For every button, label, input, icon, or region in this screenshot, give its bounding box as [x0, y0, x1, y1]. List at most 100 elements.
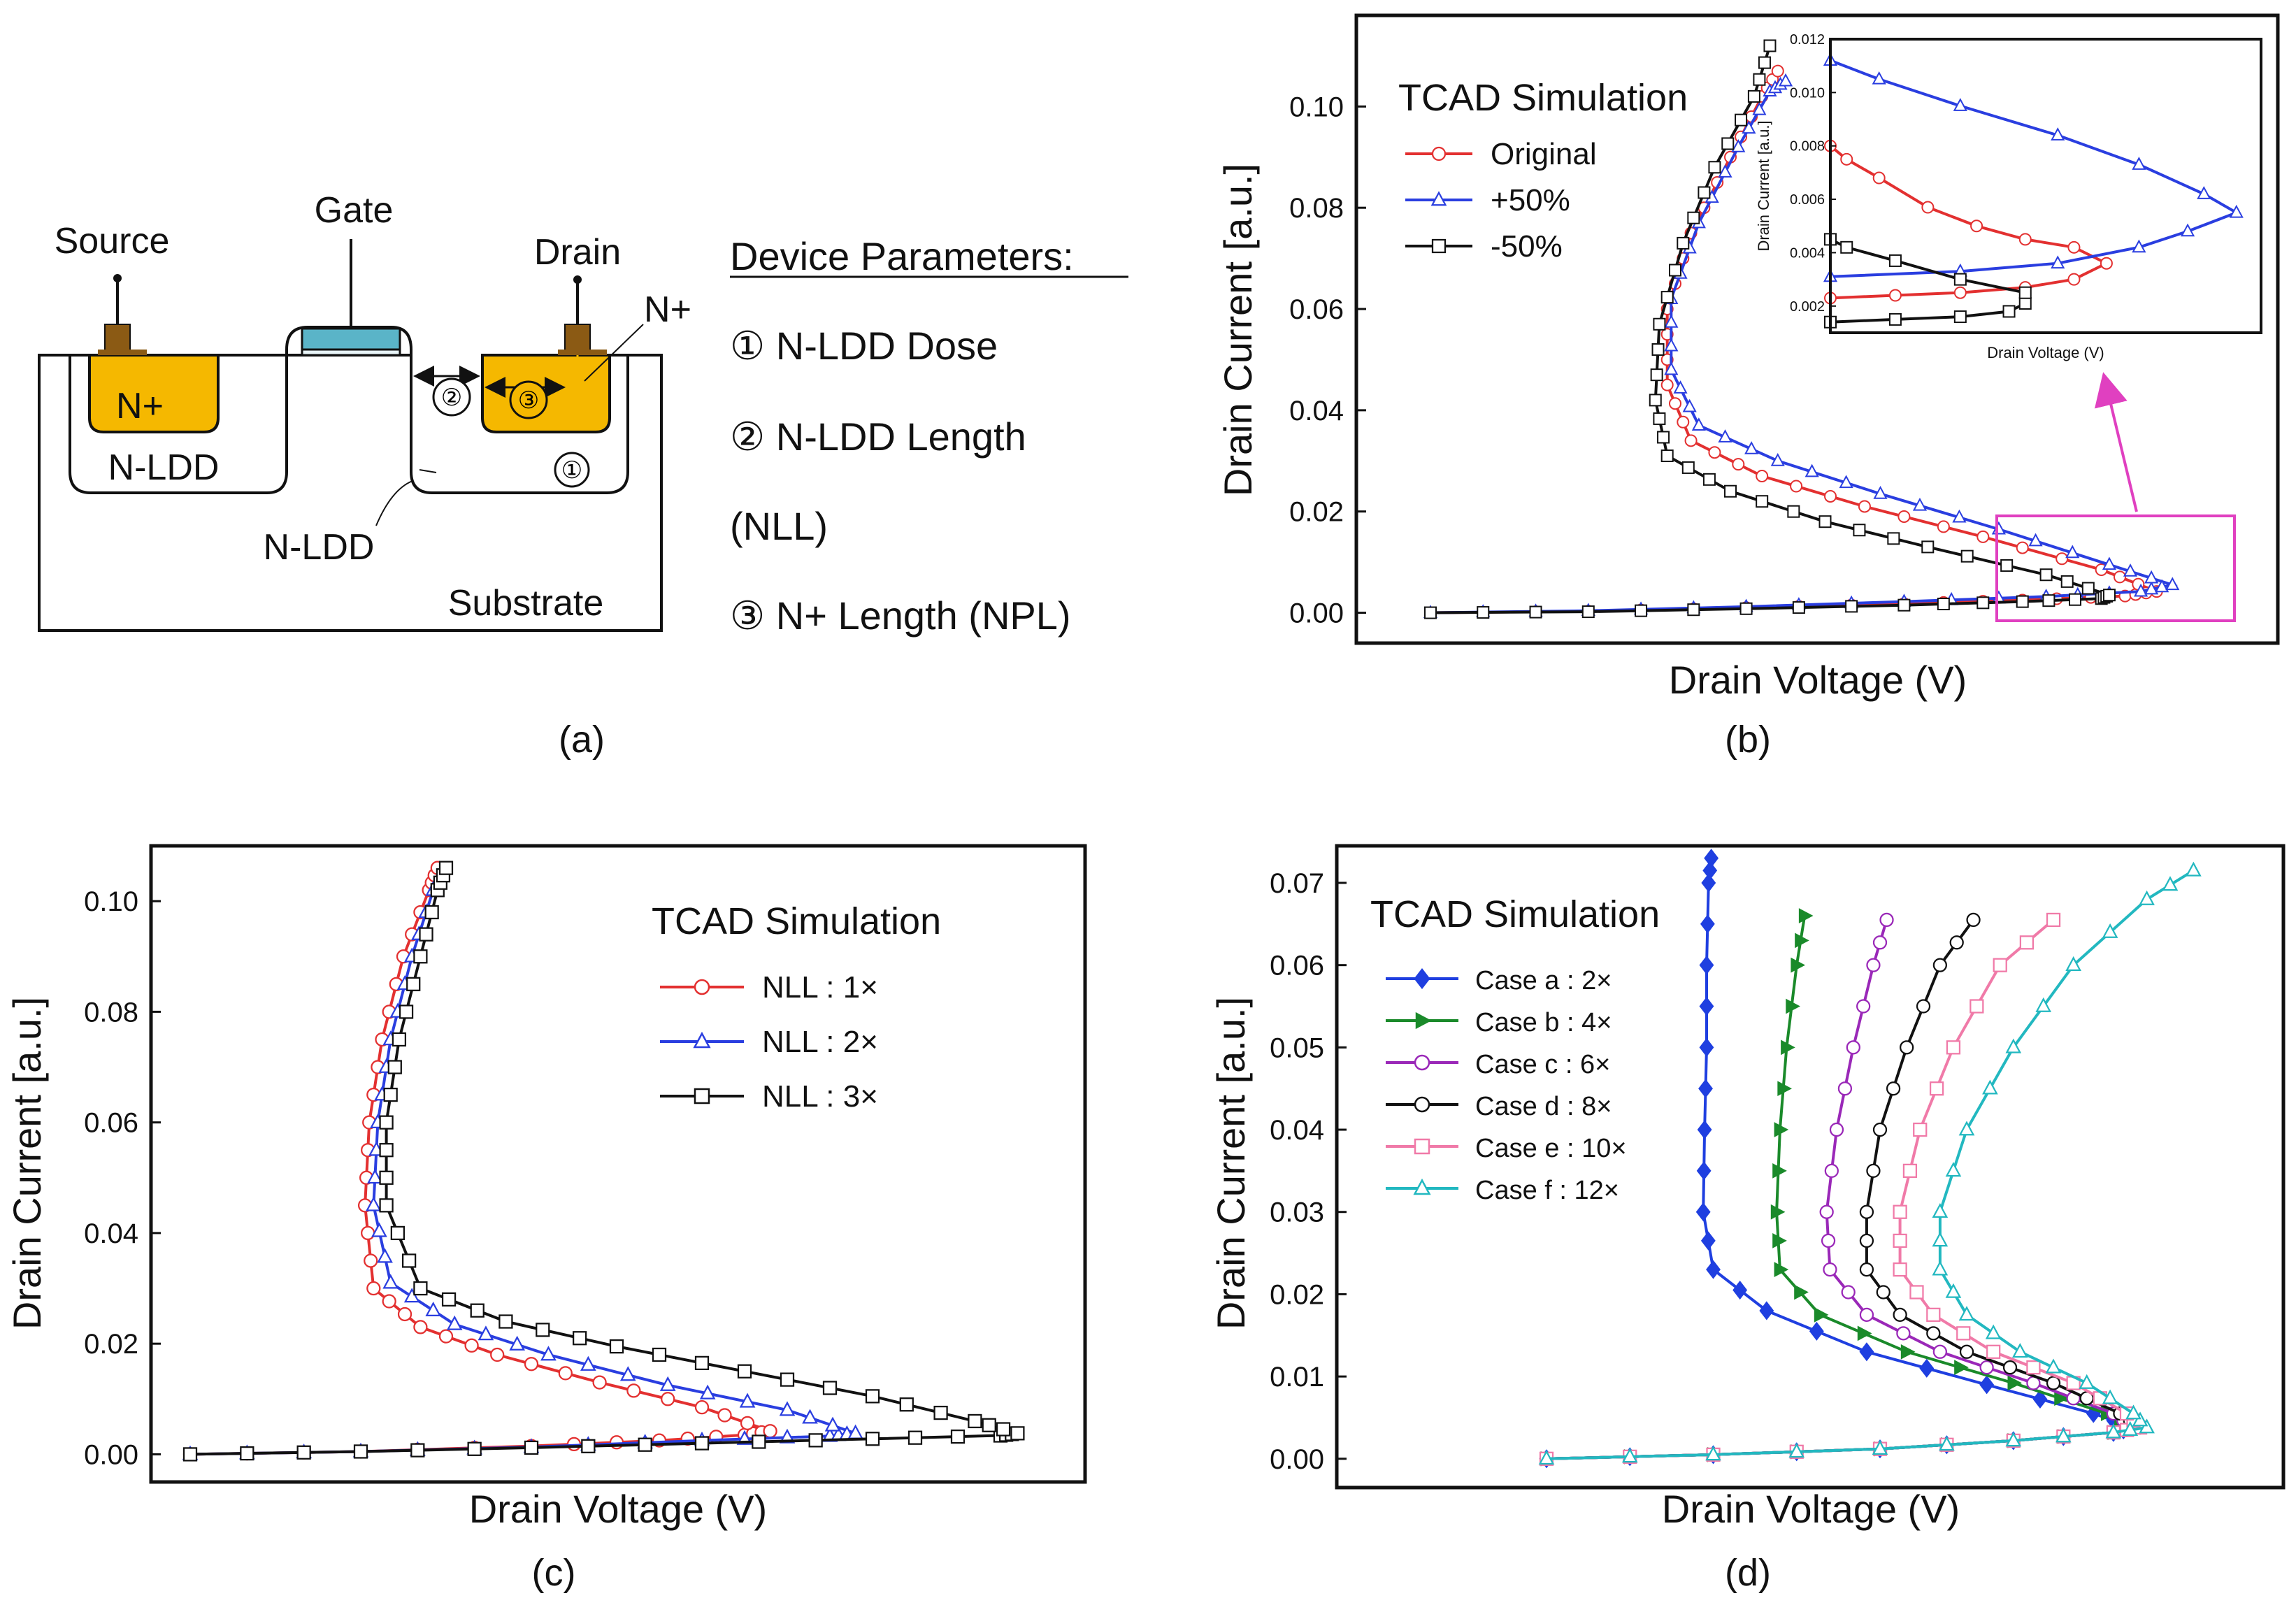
parameters-title: Device Parameters:: [730, 234, 1074, 278]
chart-d-data-point: [2035, 997, 2052, 1012]
chart-c-marks: [182, 861, 1025, 1462]
chart-c-data-point: [387, 1060, 402, 1074]
chart-b-y-tick-label: 0.08: [1289, 193, 1344, 224]
chart-b-data-point: [1529, 605, 1542, 619]
n-plus-callout-line: [584, 324, 644, 382]
chart-b-y-axis: 0.00 0.02 0.04 0.06 0.08 0.10: [1289, 92, 1366, 629]
chart-b-inset-data-point: [2229, 204, 2244, 218]
chart-b-data-point: [1739, 602, 1753, 615]
chart-c-data-point: [694, 1355, 710, 1370]
chart-d-legend-item: Case f : 12×: [1386, 1176, 1619, 1205]
chart-b-data-point: [2102, 589, 2116, 602]
n-ldd-pointer-arrow: [419, 469, 437, 473]
chart-c-data-point: [410, 1443, 425, 1458]
chart-d-data-point: [2005, 1432, 2022, 1447]
chart-c: 0.00 0.02 0.04 0.06 0.08 0.10 Drain Current […: [5, 844, 1087, 1594]
chart-b-inset-data-point: [2181, 223, 2195, 237]
chart-c-data-point: [694, 1400, 710, 1415]
chart-d-data-point: [1949, 935, 1964, 950]
chart-b-data-point: [1845, 600, 1858, 613]
chart-c-data-point: [652, 1347, 667, 1362]
n-plus-left-label: N+: [116, 386, 164, 426]
chart-b-data-point: [1673, 380, 1688, 394]
chart-b-data-point: [1732, 458, 1745, 471]
chart-b-inset-y-tick-label: 0.006: [1790, 192, 1825, 208]
chart-c-y-tick-label: 0.04: [84, 1218, 138, 1249]
chart-b-data-point: [1660, 291, 1674, 304]
chart-b-data-point: [2123, 563, 2138, 577]
chart-b-inset-data-point: [2100, 257, 2113, 270]
source-contact-base: [98, 350, 147, 355]
chart-d-legend-marker: [1415, 1012, 1432, 1030]
chart-c-data-point: [865, 1389, 880, 1404]
chart-d-data-point: [1788, 1443, 1805, 1458]
chart-b-data-point: [1653, 317, 1666, 331]
chart-c-y-tick-label: 0.02: [84, 1329, 138, 1360]
chart-b-data-point: [1581, 605, 1595, 619]
chart-d-data-point: [1916, 999, 1931, 1014]
chart-b-inset-data-point: [1888, 254, 1902, 267]
chart-b-data-point: [1747, 89, 1760, 103]
chart-b-x-label: Drain Voltage (V): [1669, 658, 1967, 702]
chart-b-data-point: [1937, 520, 1950, 533]
chart-c-data-point: [425, 1301, 442, 1317]
chart-b-data-point: [1724, 484, 1737, 498]
chart-d-data-point: [2032, 1389, 2048, 1409]
chart-c-y-label: Drain Current [a.u.]: [5, 997, 49, 1330]
chart-d-data-point: [2019, 935, 2035, 950]
chart-b-data-point: [1753, 73, 1766, 86]
chart-b-data-point: [1912, 497, 1928, 511]
chart-b-legend-marker: [1431, 146, 1447, 161]
chart-d-y-tick-label: 0.03: [1270, 1197, 1324, 1228]
chart-d-data-point: [1809, 1321, 1824, 1341]
chart-b-data-point: [2155, 579, 2169, 593]
chart-b-inset-data-point: [2051, 255, 2065, 269]
chart-b-data-point: [1677, 415, 1690, 429]
chart-d-data-point: [1705, 1446, 1721, 1461]
panel-label-c: (c): [532, 1552, 576, 1594]
chart-d-data-point: [2055, 1427, 2072, 1443]
chart-d-data-point: [1913, 1122, 1928, 1137]
chart-b-data-point: [1897, 510, 1911, 523]
chart-c-data-point: [619, 1366, 636, 1381]
chart-d-data-point: [1846, 1040, 1860, 1055]
substrate-outline: [38, 354, 663, 632]
chart-d-data-point: [1704, 849, 1719, 868]
chart-c-data-point: [573, 1331, 587, 1346]
chart-c-y-tick-label: 0.00: [84, 1439, 138, 1470]
chart-b-data-point: [1887, 532, 1900, 545]
gate-label: Gate: [315, 190, 394, 231]
chart-d-y-label: Drain Current [a.u.]: [1209, 997, 1253, 1330]
gate-electrode: [301, 327, 401, 351]
chart-d-legend-label: Case f : 12×: [1475, 1176, 1619, 1205]
chart-c-legend-item: NLL : 2×: [660, 1025, 878, 1059]
chart-c-legend-item: NLL : 3×: [660, 1079, 878, 1114]
chart-b-data-point: [1770, 452, 1785, 466]
chart-b-data-point: [2055, 552, 2069, 566]
chart-d-data-point: [1979, 1375, 1995, 1395]
chart-d-series-line: [1546, 915, 2138, 1460]
chart-c-data-point: [364, 1253, 378, 1268]
chart-b-data-point: [1858, 500, 1871, 513]
chart-d-data-point: [1700, 1231, 1716, 1251]
chart-c-data-point: [580, 1355, 596, 1371]
chart-c-data-point: [699, 1384, 716, 1399]
chart-d-data-point: [1699, 1037, 1714, 1057]
chart-b-inset-data-point: [1953, 310, 1967, 324]
chart-c-data-point: [498, 1314, 513, 1329]
chart-d-y-tick-label: 0.05: [1270, 1032, 1324, 1063]
parameter-2-suffix: (NLL): [730, 504, 828, 548]
chart-b-legend: Original +50% -50%: [1405, 137, 1597, 264]
chart-b-marks: [1423, 39, 2180, 619]
chart-c-legend-marker: [693, 1031, 711, 1049]
panel-label-d: (d): [1725, 1552, 1771, 1594]
chart-b-data-point: [2042, 594, 2055, 607]
n-ldd-left-label: N-LDD: [108, 447, 220, 488]
chart-b-inset-y-tick-label: 0.012: [1790, 32, 1825, 48]
chart-d-data-point: [1959, 1344, 1974, 1359]
chart-b-data-point: [1698, 186, 1711, 199]
chart-b-data-point: [2113, 570, 2126, 584]
chart-c-data-point: [933, 1405, 948, 1420]
chart-d-legend-marker: [1413, 1178, 1431, 1195]
panel-label-b: (b): [1725, 719, 1771, 761]
